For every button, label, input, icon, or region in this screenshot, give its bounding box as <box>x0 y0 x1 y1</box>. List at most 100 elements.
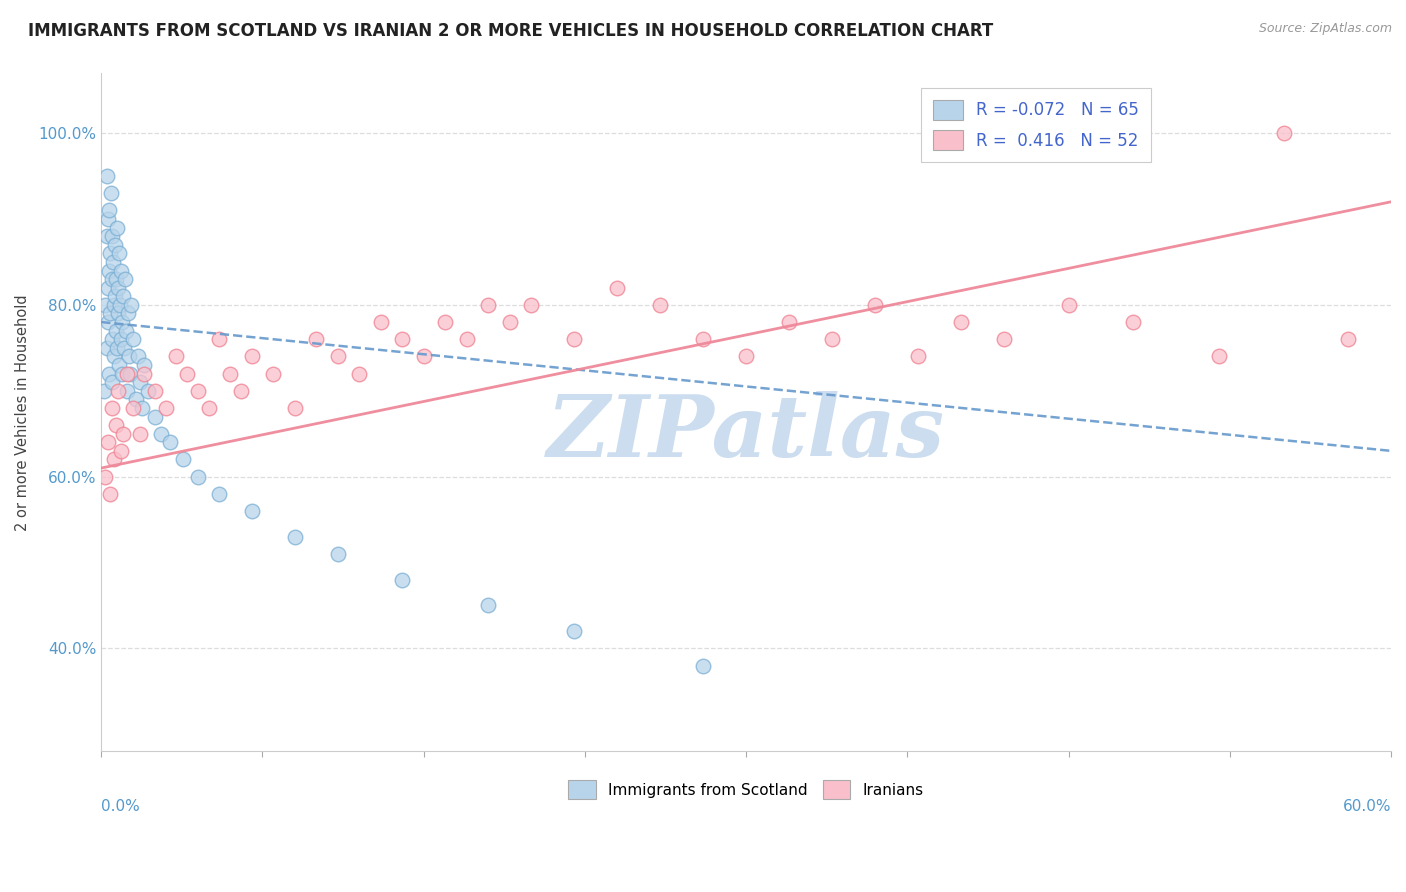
Point <box>187 384 209 398</box>
Point <box>863 298 886 312</box>
Point <box>103 237 125 252</box>
Point <box>115 324 138 338</box>
Point <box>97 281 120 295</box>
Point <box>100 186 122 201</box>
Point <box>101 401 124 415</box>
Point <box>122 332 145 346</box>
Point <box>104 289 127 303</box>
Point <box>165 350 187 364</box>
Point <box>692 332 714 346</box>
Point <box>240 504 263 518</box>
Point <box>208 487 231 501</box>
Point <box>1272 126 1295 140</box>
Point <box>150 426 173 441</box>
Point <box>128 375 150 389</box>
Point <box>110 332 132 346</box>
Point <box>143 409 166 424</box>
Point <box>120 367 142 381</box>
Point <box>434 315 457 329</box>
Point <box>197 401 219 415</box>
Point <box>114 272 136 286</box>
Point <box>111 426 134 441</box>
Point <box>155 401 177 415</box>
Point <box>1208 350 1230 364</box>
Point <box>498 315 520 329</box>
Point <box>108 246 131 260</box>
Point <box>117 306 139 320</box>
Point <box>134 358 156 372</box>
Point <box>101 272 124 286</box>
Point <box>229 384 252 398</box>
Point <box>305 332 328 346</box>
Point <box>326 547 349 561</box>
Point <box>124 392 146 407</box>
Point <box>370 315 392 329</box>
Point <box>326 350 349 364</box>
Point <box>111 367 134 381</box>
Point <box>98 367 121 381</box>
Point <box>1337 332 1360 346</box>
Point <box>262 367 284 381</box>
Point <box>96 169 118 183</box>
Point <box>97 203 120 218</box>
Point <box>562 624 585 639</box>
Point <box>96 229 118 244</box>
Point <box>101 375 124 389</box>
Point <box>520 298 543 312</box>
Point <box>1122 315 1144 329</box>
Point <box>97 212 120 227</box>
Point <box>692 658 714 673</box>
Point <box>100 332 122 346</box>
Point <box>97 435 120 450</box>
Point <box>103 350 125 364</box>
Point <box>115 384 138 398</box>
Point <box>122 401 145 415</box>
Point <box>105 418 128 433</box>
Point <box>98 306 121 320</box>
Point <box>105 272 128 286</box>
Point <box>391 332 413 346</box>
Point <box>127 350 149 364</box>
Point <box>412 350 434 364</box>
Point <box>219 367 242 381</box>
Point <box>103 452 125 467</box>
Point <box>111 289 134 303</box>
Point <box>606 281 628 295</box>
Point <box>648 298 671 312</box>
Point <box>477 599 499 613</box>
Point <box>477 298 499 312</box>
Point <box>108 298 131 312</box>
Point <box>456 332 478 346</box>
Point <box>110 443 132 458</box>
Text: Source: ZipAtlas.com: Source: ZipAtlas.com <box>1258 22 1392 36</box>
Y-axis label: 2 or more Vehicles in Household: 2 or more Vehicles in Household <box>15 294 30 531</box>
Point <box>97 315 120 329</box>
Point <box>98 487 121 501</box>
Point <box>131 401 153 415</box>
Point <box>97 263 120 277</box>
Point <box>993 332 1015 346</box>
Point <box>115 367 138 381</box>
Point <box>907 350 929 364</box>
Point <box>94 298 117 312</box>
Point <box>107 281 129 295</box>
Point <box>94 469 117 483</box>
Point <box>103 298 125 312</box>
Text: IMMIGRANTS FROM SCOTLAND VS IRANIAN 2 OR MORE VEHICLES IN HOUSEHOLD CORRELATION : IMMIGRANTS FROM SCOTLAND VS IRANIAN 2 OR… <box>28 22 994 40</box>
Text: 60.0%: 60.0% <box>1343 799 1391 814</box>
Point <box>284 530 307 544</box>
Text: ZIPatlas: ZIPatlas <box>547 391 945 475</box>
Point <box>284 401 307 415</box>
Point <box>96 341 118 355</box>
Point <box>110 263 132 277</box>
Point <box>105 341 128 355</box>
Point <box>128 426 150 441</box>
Point <box>93 384 115 398</box>
Point <box>187 469 209 483</box>
Point <box>950 315 973 329</box>
Point <box>101 229 124 244</box>
Point <box>138 384 160 398</box>
Point <box>120 298 142 312</box>
Point <box>240 350 263 364</box>
Point <box>118 350 141 364</box>
